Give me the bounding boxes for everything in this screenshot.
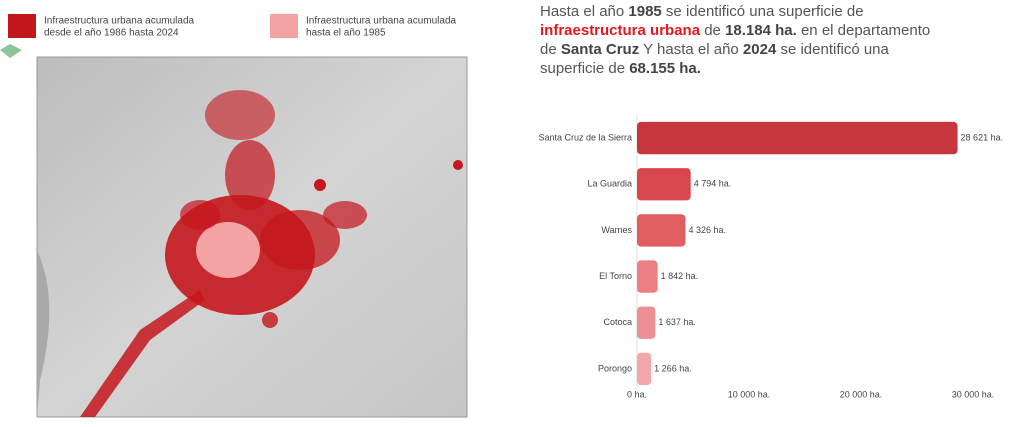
description-text: 18.184 ha. — [725, 22, 797, 39]
description-text: Santa Cruz — [561, 41, 639, 58]
value-label: 1 637 ha. — [658, 317, 696, 327]
description-text: superficie de — [540, 60, 629, 77]
description-text: Hasta el año — [540, 3, 628, 20]
bar — [637, 306, 656, 339]
bar — [637, 260, 658, 293]
y-tick-label: La Guardia — [587, 179, 632, 189]
y-tick-label: Warnes — [601, 225, 632, 235]
value-label: 1 266 ha. — [654, 363, 692, 373]
bar — [637, 214, 686, 247]
description-text: 68.155 ha. — [629, 60, 701, 77]
y-tick-label: Santa Cruz de la Sierra — [538, 132, 632, 142]
y-tick-label: El Torno — [599, 271, 632, 281]
x-tick-label: 0 ha. — [627, 389, 647, 399]
value-label: 4 326 ha. — [688, 225, 726, 235]
legend-label: Infraestructura urbana acumulada — [306, 16, 457, 27]
bar — [637, 121, 958, 155]
description-text: infraestructura urbana — [540, 22, 701, 39]
description-text: de — [700, 22, 725, 39]
y-tick-label: Cotoca — [603, 317, 632, 327]
bar — [637, 352, 652, 386]
description-text: se identificó una superficie de — [662, 3, 864, 20]
description-text: se identificó una — [776, 41, 889, 58]
description-text: 1985 — [628, 3, 661, 20]
value-label: 1 842 ha. — [661, 271, 699, 281]
description-text: 2024 — [743, 41, 777, 58]
x-tick-label: 10 000 ha. — [728, 389, 771, 399]
legend-swatch — [270, 14, 298, 38]
x-tick-label: 20 000 ha. — [840, 389, 883, 399]
y-tick-label: Porongo — [598, 363, 632, 373]
description-line: superficie de 68.155 ha. — [540, 60, 701, 77]
legend-label: desde el año 1986 hasta 2024 — [44, 28, 179, 39]
value-label: 4 794 ha. — [694, 179, 732, 189]
bar — [637, 168, 691, 201]
x-tick-label: 30 000 ha. — [952, 389, 995, 399]
legend-label: Infraestructura urbana acumulada — [44, 16, 195, 27]
legend-swatch — [8, 14, 36, 38]
description-line: de Santa Cruz Y hasta el año 2024 se ide… — [540, 41, 890, 58]
description-text: en el departamento — [797, 22, 930, 39]
value-label: 28 621 ha. — [961, 132, 1004, 142]
description-line: infraestructura urbana de 18.184 ha. en … — [540, 22, 930, 39]
map — [36, 56, 468, 418]
description-line: Hasta el año 1985 se identificó una supe… — [540, 3, 864, 20]
description-text: de — [540, 41, 561, 58]
decoration — [0, 44, 22, 58]
description-text: Y hasta el año — [639, 41, 743, 58]
legend-label: hasta el año 1985 — [306, 28, 386, 39]
